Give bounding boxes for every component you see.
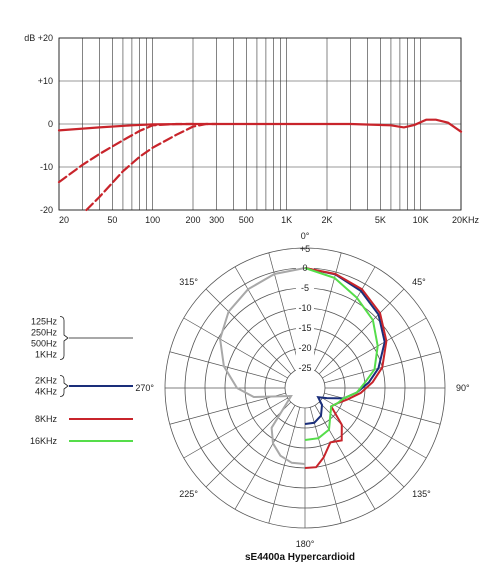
plot-frame bbox=[58, 37, 462, 211]
legend bbox=[59, 316, 133, 442]
polar-angle-label: 180° bbox=[296, 539, 315, 549]
y-tick-label: 0 bbox=[48, 119, 53, 129]
x-tick-label: 5K bbox=[375, 215, 386, 225]
legend-label: 16KHz bbox=[30, 436, 58, 446]
y-tick-label: -20 bbox=[40, 205, 53, 215]
x-tick-label: 10K bbox=[413, 215, 429, 225]
response-curve-1 bbox=[57, 118, 463, 133]
x-tick-label: 100 bbox=[145, 215, 160, 225]
polar-angle-label: 135° bbox=[412, 489, 431, 499]
polar-angle-label: 90° bbox=[456, 383, 470, 393]
polar-plot bbox=[164, 247, 446, 529]
legend-label: 500Hz bbox=[31, 339, 58, 349]
polar-curve-4 bbox=[304, 267, 379, 441]
legend-label: 1KHz bbox=[35, 350, 58, 360]
polar-spoke bbox=[314, 405, 376, 510]
legend-brace bbox=[59, 375, 69, 397]
polar-chart-title: sE4400a Hypercardioid bbox=[245, 552, 355, 563]
x-tick-label: 2K bbox=[321, 215, 332, 225]
polar-spoke bbox=[234, 405, 296, 510]
polar-db-label: +5 bbox=[300, 244, 310, 254]
polar-db-label: -20 bbox=[298, 343, 311, 353]
polar-db-label: 0 bbox=[302, 263, 307, 273]
polar-spoke bbox=[318, 288, 405, 375]
polar-spoke bbox=[309, 252, 342, 369]
polar-spoke bbox=[309, 407, 342, 524]
polar-angle-label: 45° bbox=[412, 277, 426, 287]
polar-spoke bbox=[268, 252, 301, 369]
polar-angle-label: 270° bbox=[135, 383, 154, 393]
polar-spoke bbox=[205, 401, 292, 488]
x-tick-label: 20 bbox=[59, 215, 69, 225]
polar-angle-label: 0° bbox=[301, 231, 310, 241]
polar-spoke bbox=[169, 392, 286, 425]
polar-spoke bbox=[183, 397, 288, 459]
y-tick-label: -10 bbox=[40, 162, 53, 172]
polar-angle-label: 315° bbox=[179, 277, 198, 287]
polar-angle-label: 225° bbox=[179, 489, 198, 499]
x-tick-label: 1K bbox=[281, 215, 292, 225]
y-tick-label: dB +20 bbox=[24, 33, 53, 43]
polar-spoke bbox=[234, 266, 296, 371]
polar-db-label: -5 bbox=[301, 283, 309, 293]
x-tick-label: 20KHz bbox=[452, 215, 480, 225]
frequency-response-plot bbox=[57, 37, 463, 212]
legend-label: 250Hz bbox=[31, 328, 58, 338]
x-tick-label: 50 bbox=[107, 215, 117, 225]
x-tick-label: 200 bbox=[185, 215, 200, 225]
polar-spoke bbox=[169, 351, 286, 384]
polar-spoke bbox=[318, 401, 405, 488]
polar-spoke bbox=[268, 407, 301, 524]
response-curve-2 bbox=[57, 122, 195, 184]
legend-label: 2KHz bbox=[35, 376, 58, 386]
polar-curve-3 bbox=[304, 267, 388, 469]
x-tick-label: 300 bbox=[209, 215, 224, 225]
polar-spoke bbox=[314, 266, 376, 371]
polar-spoke bbox=[183, 317, 288, 379]
polar-db-label: -10 bbox=[298, 303, 311, 313]
response-curve-3 bbox=[85, 122, 218, 212]
polar-label-backdrop bbox=[296, 250, 314, 376]
legend-brace bbox=[59, 316, 69, 360]
legend-label: 4KHz bbox=[35, 387, 58, 397]
polar-db-label: -25 bbox=[298, 363, 311, 373]
polar-spoke bbox=[322, 397, 427, 459]
polar-curve-1 bbox=[219, 267, 306, 465]
polar-spoke bbox=[322, 317, 427, 379]
legend-label: 125Hz bbox=[31, 317, 58, 327]
x-tick-label: 500 bbox=[239, 215, 254, 225]
polar-db-label: -15 bbox=[298, 323, 311, 333]
y-tick-label: +10 bbox=[38, 76, 53, 86]
legend-label: 8KHz bbox=[35, 414, 58, 424]
polar-spoke bbox=[205, 288, 292, 375]
